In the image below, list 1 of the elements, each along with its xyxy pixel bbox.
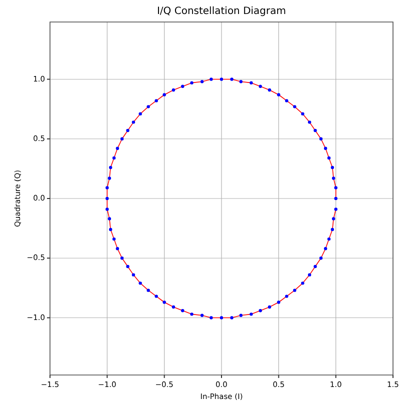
chart-title: I/Q Constellation Diagram: [156, 6, 286, 17]
